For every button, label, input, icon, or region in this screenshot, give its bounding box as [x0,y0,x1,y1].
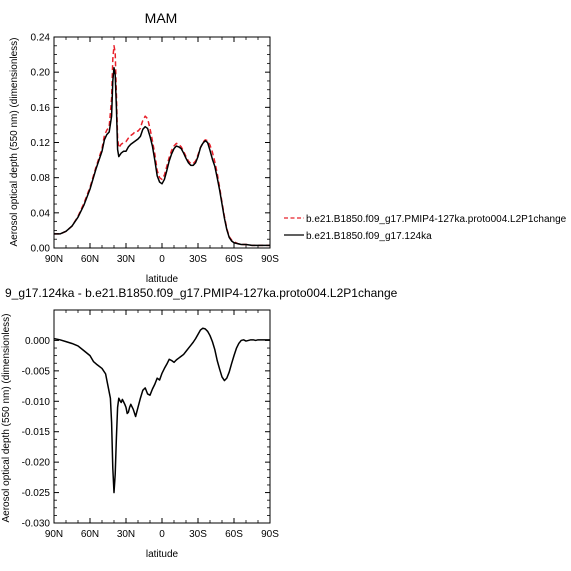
bottom-y-tick-label: -0.030 [22,519,51,530]
top-y-tick-label: 0.16 [31,103,51,114]
bottom-plot-frame [53,309,271,524]
bottom-series-line-1 [53,327,270,494]
top-x-tick-label: 90S [261,254,279,265]
top-series-line-2 [54,67,270,247]
bottom-y-tick-label: -0.020 [22,458,51,469]
bottom-y-tick-label: -0.005 [22,366,51,377]
top-plot-frame [53,36,271,249]
bottom-y-tick-label: -0.015 [22,427,51,438]
top-y-tick-label: 0.24 [31,33,51,44]
top-x-tick-label: 0 [159,254,165,265]
top-x-tick-label: 30N [117,254,135,265]
top-gridlayer: 90N 60N 30N 0 30S 60S 90S 0.00 0.04 0.08 0.12 0.16 0… [31,33,280,266]
bottom-chart: 9_g17.124ka - b.e21.B1850.f09_g17.PMIP4-… [1,286,398,560]
top-y-tick-label: 0.20 [31,68,51,79]
top-chart-title: MAM [145,10,178,26]
bottom-x-tick-label: 60N [81,529,99,540]
top-x-tick-label: 60S [225,254,243,265]
bottom-x-tick-label: 60S [225,529,243,540]
bottom-y-axis-label: Aerosol optical depth (550 nm) (dimensio… [1,314,12,523]
bottom-x-axis-label: latitude [146,549,179,560]
top-x-tick-label: 90N [45,254,63,265]
top-y-tick-label: 0.08 [31,173,51,184]
top-x-tick-label: 30S [189,254,207,265]
bottom-chart-title: 9_g17.124ka - b.e21.B1850.f09_g17.PMIP4-… [5,286,398,300]
bottom-x-tick-label: 90S [261,529,279,540]
top-series-layer [54,45,270,247]
bottom-x-tick-label: 30N [117,529,135,540]
top-y-axis-label: Aerosol optical depth (550 nm) (dimensio… [9,38,20,247]
top-y-tick-label: 0.12 [31,138,51,149]
bottom-series-layer [53,327,270,494]
bottom-x-tick-label: 0 [159,529,165,540]
legend-label-series-2: b.e21.B1850.f09_g17.124ka [306,231,432,242]
bottom-y-tick-label: 0.000 [25,336,50,347]
top-x-axis-label: latitude [146,274,179,285]
top-y-tick-label: 0.04 [31,208,51,219]
bottom-gridlayer: 90N 60N 30N 0 30S 60S 90S 0.000 -0.005 -0.010 -0.0… [22,310,279,540]
bottom-y-tick-label: -0.025 [22,488,51,499]
legend: b.e21.B1850.f09_g17.PMIP4-127ka.proto004… [284,214,567,242]
legend-label-series-1: b.e21.B1850.f09_g17.PMIP4-127ka.proto004… [306,214,567,225]
bottom-y-tick-label: -0.010 [22,397,51,408]
bottom-x-tick-label: 90N [45,529,63,540]
top-x-tick-label: 60N [81,254,99,265]
top-chart: MAM 90N 60N 30N 0 30S 60S 90S 0.00 0.04 0.08 0.12 0… [9,10,279,285]
top-series-line-1 [54,45,270,247]
top-y-tick-label: 0.00 [31,244,51,255]
bottom-x-tick-label: 30S [189,529,207,540]
